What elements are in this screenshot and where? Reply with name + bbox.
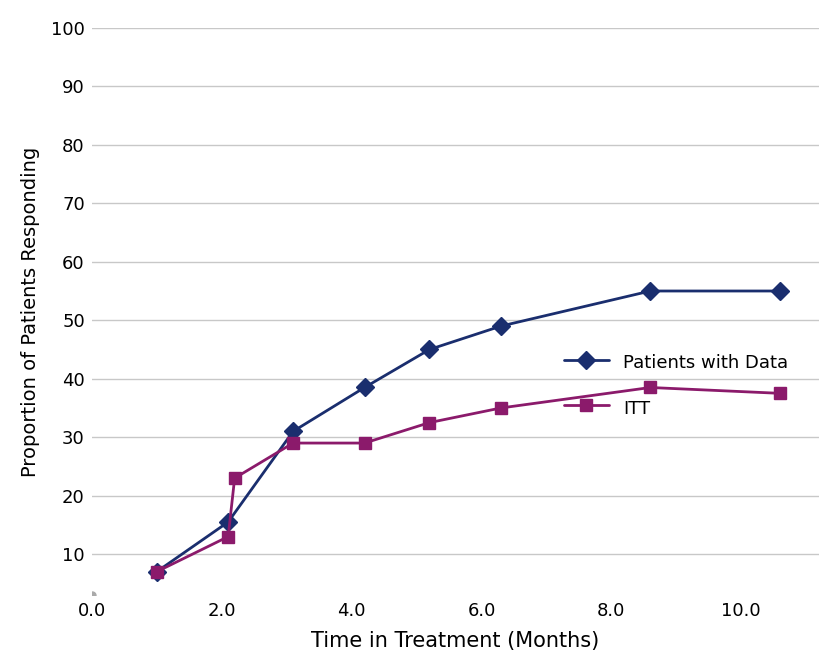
ITT — [360, 439, 370, 447]
ITT — [645, 384, 655, 392]
Patients with Data — [496, 322, 506, 330]
Y-axis label: Proportion of Patients Responding: Proportion of Patients Responding — [21, 146, 39, 476]
Patients with Data — [424, 345, 434, 353]
Patients with Data — [223, 518, 234, 526]
ITT — [775, 389, 785, 397]
Patients with Data — [152, 568, 162, 576]
X-axis label: Time in Treatment (Months): Time in Treatment (Months) — [312, 631, 600, 651]
Line: ITT: ITT — [151, 382, 785, 577]
Patients with Data — [360, 384, 370, 392]
Patients with Data — [288, 427, 298, 435]
ITT — [152, 568, 162, 576]
ITT — [424, 419, 434, 427]
ITT — [223, 533, 234, 541]
ITT — [288, 439, 298, 447]
ITT — [229, 474, 239, 482]
Legend: Patients with Data, ITT: Patients with Data, ITT — [564, 351, 788, 419]
Patients with Data — [645, 287, 655, 295]
ITT — [496, 404, 506, 412]
Patients with Data — [775, 287, 785, 295]
Line: Patients with Data: Patients with Data — [150, 285, 786, 578]
